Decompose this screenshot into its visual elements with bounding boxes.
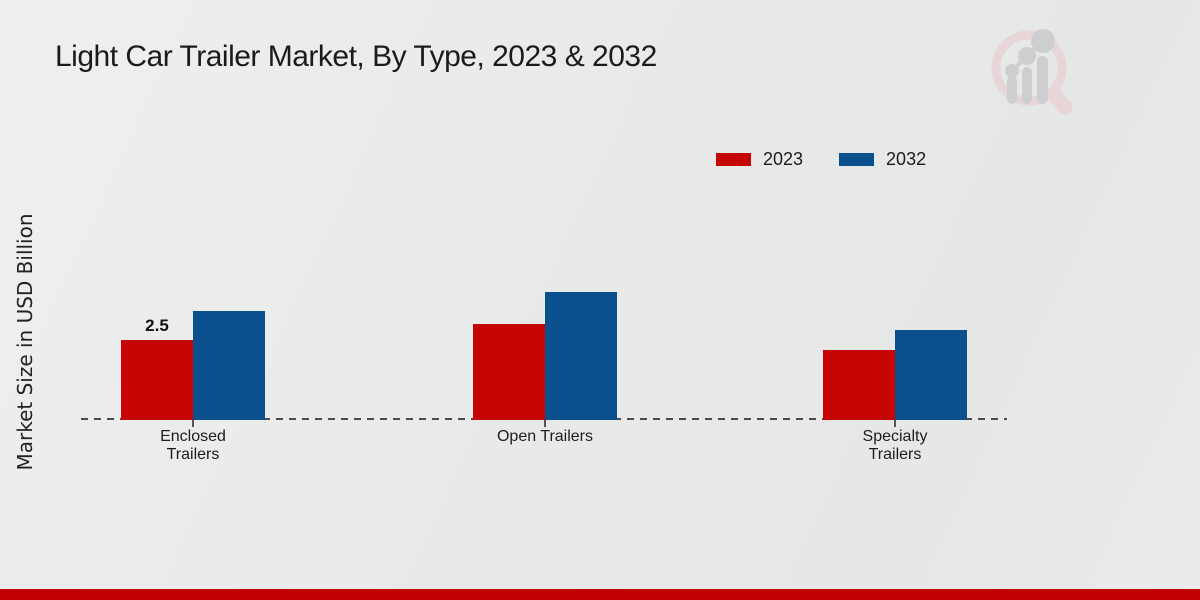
category-label-open-trailers: Open Trailers [496, 428, 594, 445]
bar-2023-specialty-trailers [823, 349, 895, 420]
legend-swatch-2023 [716, 153, 751, 166]
legend-swatch-2032 [839, 153, 875, 166]
legend-label-2023: 2023 [763, 149, 804, 169]
footer-brand-bar [0, 589, 1200, 600]
x-axis-tick-open [544, 420, 546, 427]
legend-label-2032: 2032 [886, 149, 927, 169]
x-axis-tick-specialty [894, 420, 896, 427]
bar-2023-open-trailers [473, 324, 545, 420]
bar-2023-enclosed-trailers [121, 340, 193, 420]
magnifier-bar-chart-logo-icon [991, 29, 1073, 115]
bar-2032-enclosed-trailers [193, 311, 265, 420]
x-axis-tick-enclosed [192, 420, 194, 427]
data-label-2023-enclosed: 2.5 [145, 316, 169, 335]
chart-title: Light Car Trailer Market, By Type, 2023 … [55, 40, 657, 73]
legend: 2023 2032 [716, 149, 926, 170]
legend-item-2032: 2032 [839, 149, 926, 170]
y-axis-label: Market Size in USD Billion [13, 213, 37, 471]
bar-2032-specialty-trailers [895, 330, 967, 420]
category-label-enclosed-trailers: Enclosed Trailers [160, 428, 226, 464]
plot-area: 2.5 Enclosed Trailers Open Trailers Spec… [81, 240, 1007, 463]
bar-2032-open-trailers [545, 292, 617, 420]
legend-item-2023: 2023 [716, 149, 803, 170]
category-label-specialty-trailers: Specialty Trailers [862, 428, 928, 464]
